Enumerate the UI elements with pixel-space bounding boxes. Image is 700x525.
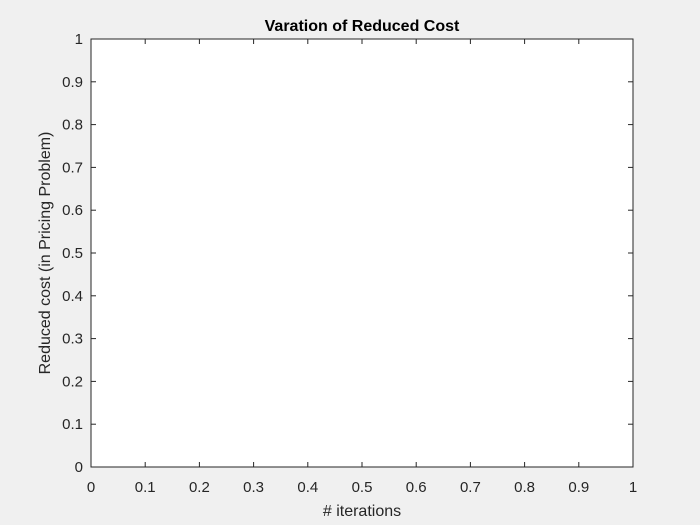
x-tick-label: 0.1	[135, 479, 156, 496]
y-tick-label: 0.6	[62, 202, 83, 219]
x-axis-ticks	[90, 39, 634, 467]
x-tick-label: 0.6	[406, 479, 427, 496]
y-tick-label: 0.1	[62, 416, 83, 433]
x-tick-label: 0.3	[243, 479, 264, 496]
x-tick-label: 0.5	[352, 479, 373, 496]
y-tick-label: 0.5	[62, 245, 83, 262]
x-axis-label: # iterations	[323, 503, 401, 520]
x-tick-label: 1	[629, 479, 637, 496]
x-tick-label: 0.4	[297, 479, 318, 496]
y-tick-label: 1	[75, 31, 83, 48]
y-tick-label: 0.3	[62, 331, 83, 348]
y-tick-label: 0.2	[62, 373, 83, 390]
y-axis-ticks	[91, 38, 633, 468]
y-tick-label: 0.4	[62, 288, 83, 305]
y-axis-label: Reduced cost (in Pricing Problem)	[37, 132, 54, 375]
y-tick-label: 0.7	[62, 159, 83, 176]
x-tick-label: 0.9	[568, 479, 589, 496]
y-tick-label: 0	[75, 459, 83, 476]
x-tick-label: 0	[87, 479, 95, 496]
x-tick-label: 0.8	[514, 479, 535, 496]
y-tick-label: 0.9	[62, 74, 83, 91]
x-tick-label: 0.2	[189, 479, 210, 496]
y-axis-tick-labels: 0 0.1 0.2 0.3 0.4 0.5 0.6 0.7 0.8 0.9 1	[62, 31, 83, 476]
x-axis-tick-labels: 0 0.1 0.2 0.3 0.4 0.5 0.6 0.7 0.8 0.9 1	[87, 479, 637, 496]
y-tick-label: 0.8	[62, 117, 83, 134]
plot-area	[90, 38, 634, 468]
chart-title: Varation of Reduced Cost	[265, 18, 460, 35]
x-tick-label: 0.7	[460, 479, 481, 496]
